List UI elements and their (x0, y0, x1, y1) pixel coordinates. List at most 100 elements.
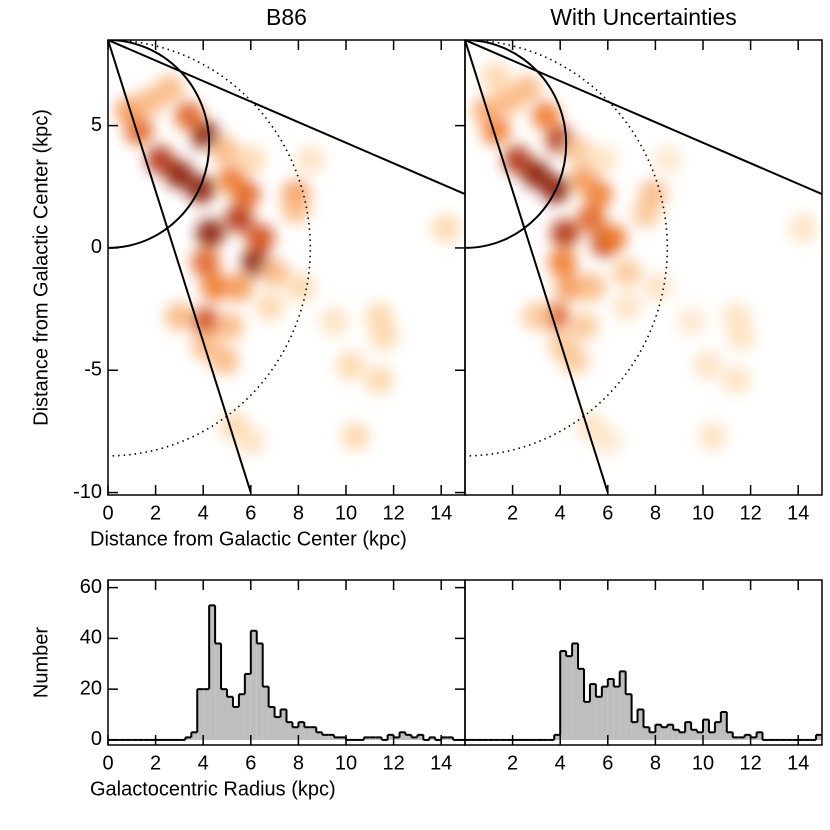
density-blob (576, 272, 606, 302)
bar (280, 709, 287, 740)
density-blob (698, 422, 727, 451)
bar (429, 737, 436, 740)
plot-frame (464, 39, 823, 496)
bar (256, 643, 263, 740)
bar (643, 727, 650, 740)
bar (554, 734, 561, 740)
density-blob (255, 292, 285, 321)
bar (613, 686, 620, 740)
density-blob (155, 74, 185, 104)
bar (637, 709, 644, 740)
bar (238, 694, 245, 740)
density-blob (562, 135, 592, 165)
bar (584, 701, 590, 740)
solar-circle (108, 40, 312, 457)
density-blob (224, 204, 254, 233)
density-blob (215, 311, 244, 341)
density-blob (531, 101, 561, 131)
x-tick-label: 12 (382, 752, 404, 774)
y-tick-label: 5 (91, 114, 102, 136)
bar (816, 734, 822, 740)
x-axis-label: Galactocentric Radius (kpc) (90, 778, 336, 800)
x-tick-label: 8 (650, 502, 661, 524)
density-blob (431, 214, 461, 243)
bar (274, 717, 281, 740)
bar (393, 737, 400, 740)
density-blob (200, 272, 230, 302)
bar (244, 673, 251, 740)
density-blob (726, 321, 756, 351)
bar (667, 724, 674, 740)
bar (375, 737, 382, 740)
density-blob (286, 272, 316, 302)
bar (619, 671, 626, 740)
bar (227, 696, 233, 740)
density-blob (191, 331, 220, 361)
bar (625, 694, 632, 740)
heatmap-layer (465, 40, 822, 493)
y-tick-label: -5 (84, 359, 102, 381)
bar (250, 630, 257, 740)
bar (655, 724, 662, 740)
density-blob (593, 426, 623, 456)
x-tick-label: 8 (650, 752, 661, 774)
density-blob (569, 311, 599, 341)
density-blob (165, 160, 194, 189)
bar (262, 686, 269, 740)
bar (631, 722, 638, 740)
x-tick-label: 14 (787, 752, 809, 774)
bar (268, 706, 275, 740)
bar (589, 684, 596, 740)
bar (209, 605, 216, 740)
bar (417, 734, 424, 740)
density-blob (165, 302, 194, 331)
density-blob (191, 307, 220, 336)
bar (673, 729, 680, 740)
bar (387, 734, 394, 740)
bar (304, 727, 311, 740)
x-tick-label: 2 (150, 502, 161, 524)
density-blob (555, 272, 584, 302)
x-tick-label: 2 (507, 502, 518, 524)
line-of-sight (108, 40, 465, 196)
density-blob (191, 248, 220, 277)
bar (685, 722, 692, 740)
bar (328, 734, 335, 740)
bar (197, 689, 204, 740)
density-blob (296, 145, 325, 175)
bar (399, 732, 406, 740)
bar (566, 656, 573, 740)
density-blob (576, 204, 606, 233)
density-blob (512, 74, 542, 104)
bar (661, 727, 668, 740)
x-tick-label: 2 (150, 752, 161, 774)
density-blob (336, 351, 366, 380)
density-blob (481, 62, 511, 91)
heatmap-layer (108, 40, 465, 493)
x-tick-label: 12 (382, 502, 404, 524)
density-blob (369, 321, 399, 351)
density-blob (236, 145, 266, 175)
panel-title: B86 (266, 4, 307, 30)
bar (750, 737, 757, 740)
bar (316, 732, 323, 740)
y-tick-label: 0 (91, 728, 102, 750)
density-blob (550, 218, 580, 248)
y-tick-label: -10 (73, 481, 102, 503)
density-blob (612, 258, 642, 287)
density-blob (186, 174, 216, 204)
density-blob (612, 292, 642, 321)
bar (221, 689, 227, 740)
density-blob (365, 365, 394, 395)
density-blob (548, 331, 577, 361)
bar (560, 651, 567, 740)
bar (732, 737, 739, 740)
x-tick-label: 0 (102, 752, 113, 774)
bar (738, 737, 745, 740)
bar (369, 737, 376, 740)
x-tick-label: 10 (335, 502, 357, 524)
bar (191, 732, 198, 740)
bar (744, 734, 751, 740)
x-tick-label: 6 (602, 502, 613, 524)
x-tick-label: 6 (602, 752, 613, 774)
